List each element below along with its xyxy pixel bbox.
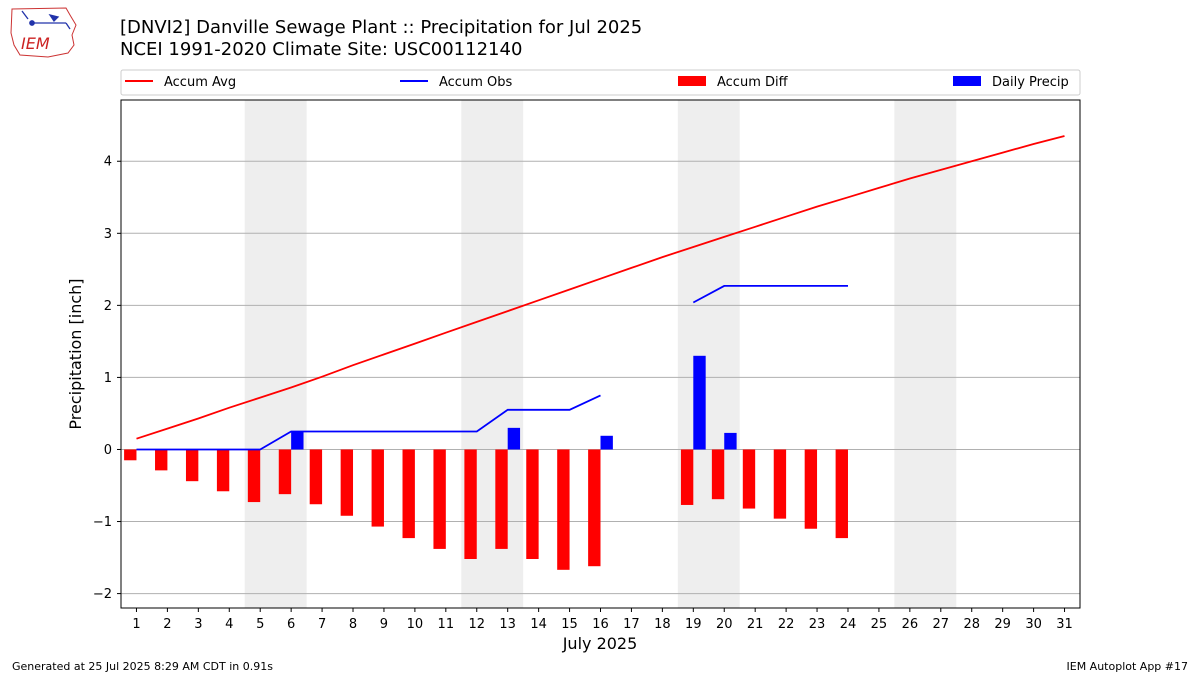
x-tick-label: 2 <box>163 617 171 632</box>
x-axis-label: July 2025 <box>562 634 638 653</box>
accum-diff-bar <box>835 449 848 539</box>
accum-diff-bar <box>402 449 415 539</box>
x-tick-label: 27 <box>933 617 950 632</box>
weekend-band <box>894 100 957 608</box>
x-tick-label: 21 <box>747 617 764 632</box>
y-tick-label: −1 <box>93 515 112 530</box>
accum-diff-bar <box>433 449 446 549</box>
legend-label: Accum Diff <box>717 75 789 90</box>
weather-station-icon <box>21 10 71 30</box>
chart-subtitle: NCEI 1991-2020 Climate Site: USC00112140 <box>120 39 523 60</box>
x-axis-ticks: 1 2 3 4 5 6 7 8 9 10 11 12 13 14 15 16 17 18 19 20 21 22 23 24 2… <box>132 608 1073 632</box>
y-axis-label: Precipitation [inch] <box>66 278 85 429</box>
accum-diff-bar <box>464 449 477 560</box>
x-tick-label: 23 <box>809 617 826 632</box>
x-tick-label: 17 <box>623 617 640 632</box>
accum-diff-bar <box>185 449 199 482</box>
daily-precip-bar <box>507 427 521 450</box>
accum-avg-line <box>136 135 1065 440</box>
chart-title: [DNVI2] Danville Sewage Plant :: Precipi… <box>120 17 643 38</box>
x-tick-label: 31 <box>1056 617 1073 632</box>
accum-diff-bar <box>216 449 230 492</box>
accum-diff-bar <box>773 449 787 519</box>
accum-diff-bar <box>155 449 168 471</box>
y-axis-ticks: −2 −1 0 1 2 3 4 <box>93 155 121 602</box>
daily-precip-bar <box>724 432 737 450</box>
legend: Accum Avg Accum Obs Accum Diff Daily Precip <box>120 69 1081 96</box>
logo-text: IEM <box>21 34 50 53</box>
x-tick-label: 29 <box>994 617 1011 632</box>
weekend-band <box>244 100 307 608</box>
legend-label: Accum Obs <box>439 75 512 90</box>
accum-diff-bar <box>588 449 601 567</box>
weekend-band <box>677 100 740 608</box>
x-tick-label: 24 <box>840 617 857 632</box>
daily-precip-bar <box>291 431 304 450</box>
accum-diff-bar <box>278 449 292 495</box>
x-tick-label: 28 <box>963 617 980 632</box>
x-tick-label: 19 <box>685 617 702 632</box>
x-tick-label: 18 <box>654 617 671 632</box>
x-tick-label: 1 <box>132 617 140 632</box>
legend-label: Accum Avg <box>164 75 236 90</box>
x-tick-label: 5 <box>256 617 264 632</box>
x-tick-label: 3 <box>194 617 202 632</box>
y-tick-label: 3 <box>104 227 112 242</box>
legend-label: Daily Precip <box>992 75 1069 90</box>
accum-diff-bar <box>247 449 261 503</box>
x-tick-label: 8 <box>349 617 357 632</box>
y-tick-label: 1 <box>104 371 112 386</box>
accum-diff-bar <box>742 449 756 509</box>
accum-diff-bar <box>711 449 725 500</box>
legend-swatch <box>953 76 981 86</box>
x-tick-label: 15 <box>561 617 578 632</box>
x-tick-label: 11 <box>438 617 455 632</box>
accum-diff-bar <box>371 449 384 527</box>
accum-diff-bar <box>124 449 137 461</box>
x-tick-label: 6 <box>287 617 295 632</box>
daily-precip-bar <box>600 435 613 450</box>
accum-diff-bar <box>680 449 694 505</box>
y-tick-label: −2 <box>93 587 112 602</box>
x-tick-label: 30 <box>1025 617 1042 632</box>
daily-precip-bar <box>693 355 706 450</box>
accum-diff-bar <box>557 449 570 570</box>
bar-series <box>124 355 848 570</box>
generated-timestamp: Generated at 25 Jul 2025 8:29 AM CDT in … <box>12 660 273 673</box>
x-tick-label: 12 <box>468 617 485 632</box>
iowa-outline <box>10 7 77 58</box>
x-tick-label: 22 <box>778 617 795 632</box>
accum-diff-bar <box>340 449 354 516</box>
iem-logo: IEM <box>10 7 77 58</box>
weekend-shading <box>244 100 957 608</box>
x-tick-label: 10 <box>407 617 424 632</box>
legend-frame <box>120 69 1081 96</box>
line-series <box>136 135 1065 451</box>
x-tick-label: 13 <box>499 617 516 632</box>
x-tick-label: 7 <box>318 617 326 632</box>
legend-swatch <box>678 76 706 86</box>
x-tick-label: 9 <box>380 617 388 632</box>
y-tick-label: 0 <box>104 443 112 458</box>
accum-diff-bar <box>495 449 508 549</box>
app-credit: IEM Autoplot App #17 <box>1066 660 1189 673</box>
accum-diff-bar <box>526 449 539 560</box>
y-tick-label: 2 <box>104 299 112 314</box>
x-tick-label: 25 <box>871 617 888 632</box>
accum-diff-bar <box>804 449 818 529</box>
y-tick-label: 4 <box>104 155 112 170</box>
accum-obs-line <box>136 285 848 451</box>
x-tick-label: 26 <box>902 617 919 632</box>
x-tick-label: 14 <box>530 617 547 632</box>
x-tick-label: 4 <box>225 617 233 632</box>
x-tick-label: 20 <box>716 617 733 632</box>
x-tick-label: 16 <box>592 617 609 632</box>
accum-diff-bar <box>309 449 323 505</box>
